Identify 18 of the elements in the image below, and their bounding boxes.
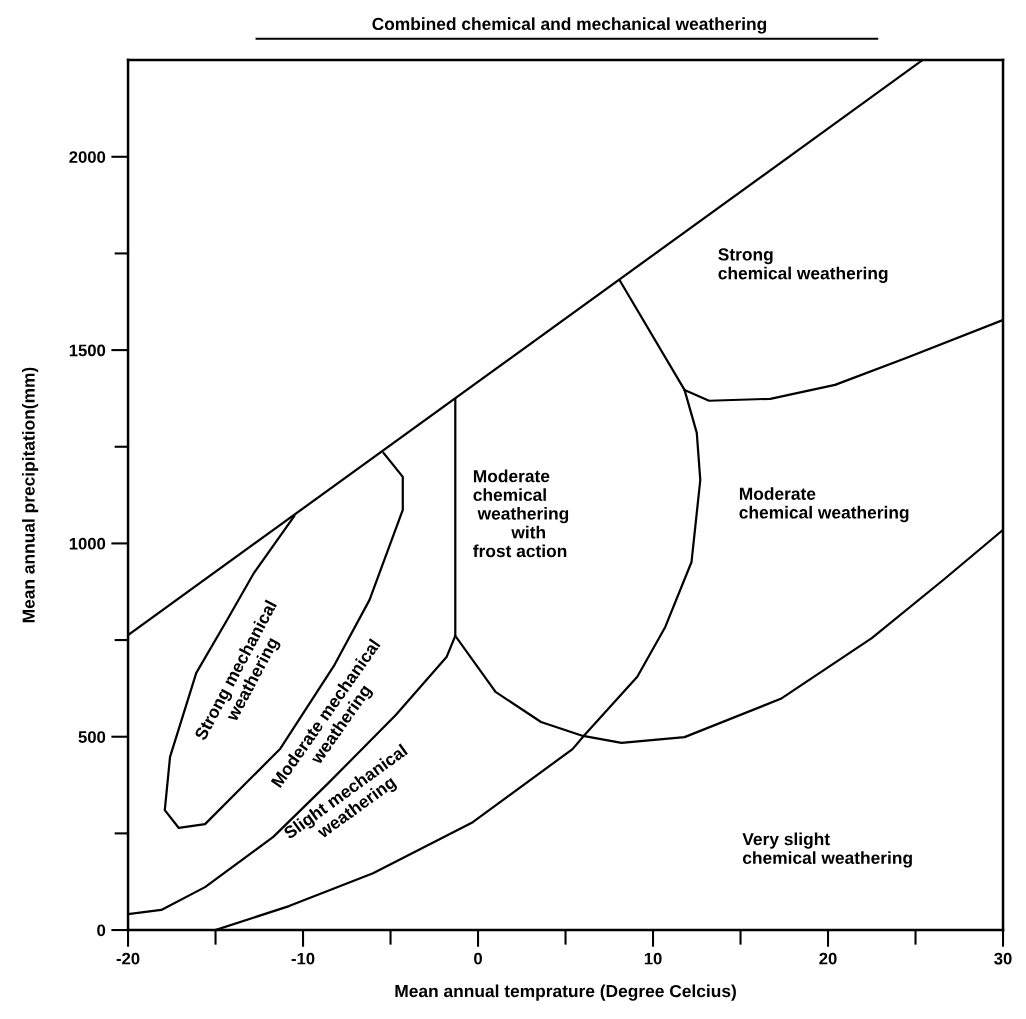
y-tick-label: 1000	[69, 537, 106, 550]
annotation: Moderate chemical weathering	[739, 487, 909, 523]
x-tick-label: 20	[819, 952, 837, 965]
x-axis-title: Mean annual temprature (Degree Celcius)	[395, 984, 736, 1001]
annotation: Strong chemical weathering	[718, 248, 888, 283]
y-tick-label: 2000	[69, 151, 106, 163]
x-tick-label: 10	[644, 952, 662, 965]
x-tick-label: -10	[291, 952, 315, 965]
x-tick-label: 0	[474, 952, 482, 965]
x-tick-label: 30	[994, 952, 1012, 965]
y-tick-label: 500	[78, 731, 106, 743]
chart-title: Combined chemical and mechanical weathering	[372, 17, 767, 34]
annotation: Very slight chemical weathering	[742, 832, 912, 868]
y-axis-title: Mean annual precipitation(mm)	[22, 367, 39, 623]
y-tick-label: 0	[97, 924, 106, 937]
x-tick-label: -20	[116, 952, 140, 965]
y-tick-label: 1500	[69, 344, 106, 357]
annotation: Moderate chemical weathering with frost action	[473, 469, 569, 558]
